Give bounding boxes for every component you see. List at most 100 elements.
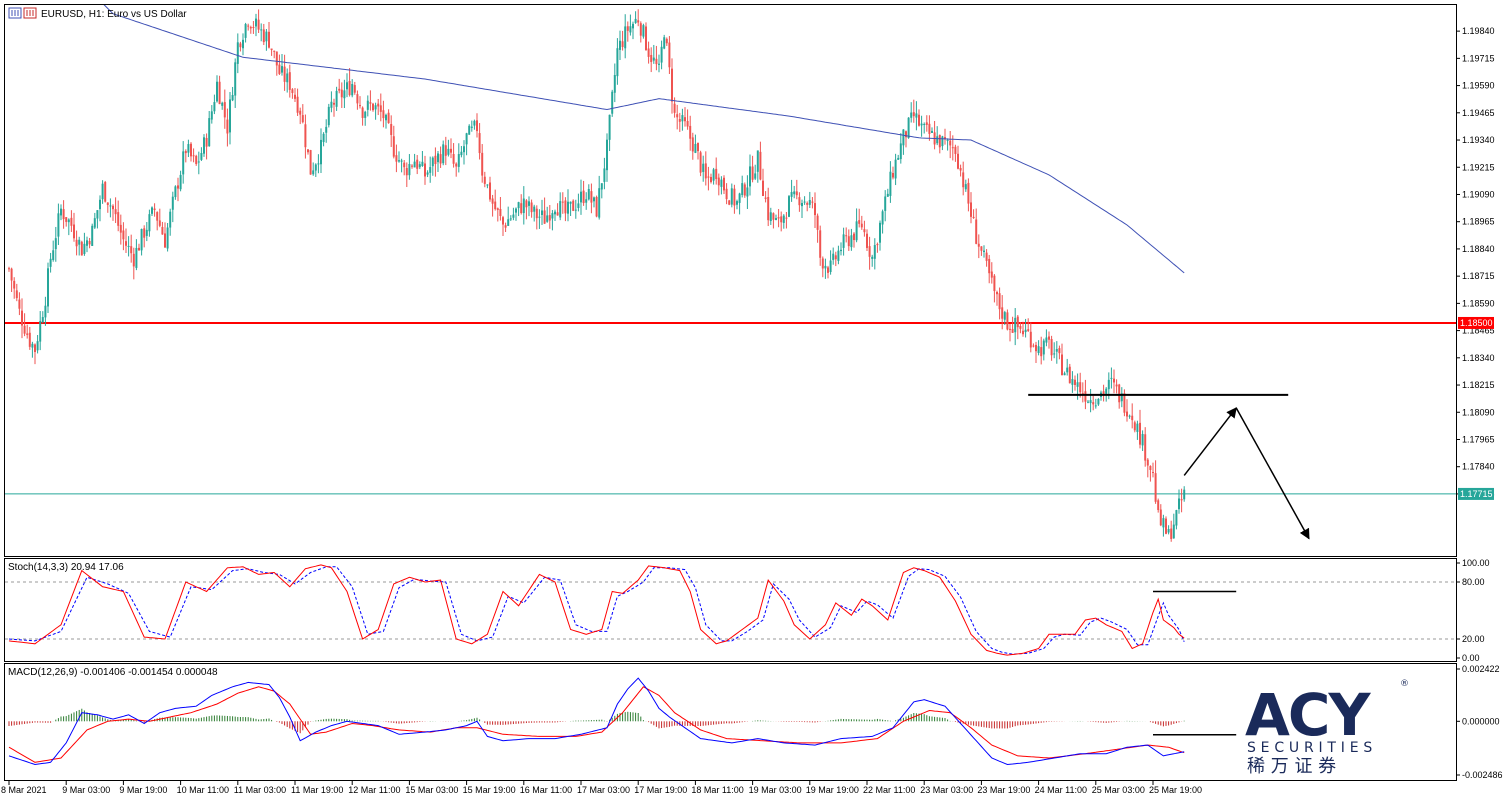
candle-body	[1178, 498, 1180, 510]
candle-body	[190, 143, 192, 157]
candle-body	[1157, 500, 1160, 510]
candle-body	[902, 129, 905, 146]
stoch-main-line	[8, 564, 1185, 656]
macd-label: MACD(12,26,9) -0.001406 -0.001454 0.0000…	[8, 667, 218, 678]
candle-body	[1076, 382, 1079, 387]
candle-body	[509, 218, 512, 220]
candle-body	[1172, 524, 1175, 539]
candle-body	[559, 201, 562, 218]
candle-body	[392, 136, 395, 157]
candle-body	[884, 196, 887, 211]
projection-arrow-down	[1235, 407, 1310, 540]
candle-body	[980, 246, 983, 251]
macd-panel-frame	[4, 663, 1457, 781]
candle-body	[1126, 411, 1128, 417]
candle-body	[624, 26, 627, 49]
candle-body	[301, 115, 304, 123]
candle-body	[1079, 382, 1082, 393]
candle-body	[522, 198, 525, 214]
candle-body	[634, 18, 637, 23]
candle-body	[171, 196, 174, 210]
candle-body	[268, 31, 270, 48]
candle-body	[868, 246, 871, 257]
axes: 1.19840 1.19715 1.19590 1.19465 1.19340 1.192…	[1, 26, 1503, 795]
candle-body	[1087, 401, 1089, 403]
candle-body	[205, 137, 208, 147]
macd-tick-label: 0.002422	[1462, 664, 1500, 674]
candle-body	[57, 213, 60, 237]
candle-body	[31, 343, 34, 348]
candle-body	[169, 211, 172, 228]
candle-body	[764, 197, 767, 199]
candle-body	[21, 310, 23, 326]
candle-body	[70, 217, 73, 226]
candle-body	[236, 42, 239, 64]
candle-body	[208, 118, 211, 147]
candle-body	[762, 180, 764, 197]
candle-body	[307, 149, 309, 153]
candle-body	[356, 94, 359, 104]
candle-body	[530, 202, 533, 213]
candle-body	[1003, 312, 1006, 320]
candle-body	[541, 210, 543, 215]
candle-body	[322, 133, 325, 143]
candle-body	[977, 243, 980, 247]
candle-body	[928, 123, 931, 134]
candle-body	[925, 122, 928, 125]
candle-body	[1074, 379, 1076, 385]
price-tick-label: 1.19465	[1462, 108, 1495, 118]
candle-body	[1009, 328, 1011, 330]
candle-body	[655, 58, 658, 65]
candle-body	[257, 19, 260, 30]
candle-body	[621, 41, 624, 47]
candle-body	[598, 188, 601, 218]
candle-body	[988, 258, 991, 274]
candle-body	[710, 176, 712, 183]
candle-body	[335, 90, 338, 107]
candle-body	[668, 42, 671, 68]
candle-body	[499, 208, 502, 216]
candle-body	[920, 123, 923, 126]
candle-body	[881, 211, 884, 225]
projection-arrow-up	[1183, 407, 1237, 476]
candle-body	[569, 201, 572, 204]
logo-chinese: 稀 万 证 券	[1247, 756, 1336, 777]
candle-body	[283, 66, 286, 82]
candle-body	[252, 27, 255, 29]
price-panel-frame	[4, 4, 1457, 557]
candle-body	[351, 84, 354, 96]
candle-body	[117, 212, 120, 226]
candle-body	[327, 106, 330, 126]
candle-body	[1105, 388, 1108, 394]
candle-body	[1081, 393, 1084, 395]
candle-body	[949, 140, 952, 146]
candle-body	[525, 200, 528, 208]
candle-body	[262, 29, 265, 43]
time-tick-label: 15 Mar 19:00	[463, 785, 516, 795]
price-tick-label: 1.17840	[1462, 462, 1495, 472]
candle-body	[959, 168, 962, 171]
candle-body	[886, 193, 889, 197]
moving-average-line	[103, 5, 1185, 274]
candle-body	[593, 197, 595, 202]
candle-body	[538, 216, 541, 218]
chart-title: EURUSD, H1: Euro vs US Dollar	[41, 9, 187, 20]
candle-body	[577, 203, 580, 208]
candle-body	[10, 268, 13, 281]
time-tick-label: 25 Mar 19:00	[1149, 785, 1202, 795]
annotations	[1028, 393, 1310, 736]
candle-body	[26, 333, 29, 335]
candle-body	[340, 89, 343, 98]
candle-body	[1092, 402, 1095, 405]
time-tick-label: 15 Mar 03:00	[405, 785, 458, 795]
candle-body	[62, 209, 65, 220]
candle-body	[1165, 518, 1167, 534]
candle-body	[850, 235, 853, 248]
candle-body	[829, 260, 832, 272]
time-tick-label: 19 Mar 03:00	[749, 785, 802, 795]
candle-body	[970, 202, 972, 217]
current-price-tag-bg	[1458, 487, 1494, 500]
candle-body	[834, 255, 837, 260]
